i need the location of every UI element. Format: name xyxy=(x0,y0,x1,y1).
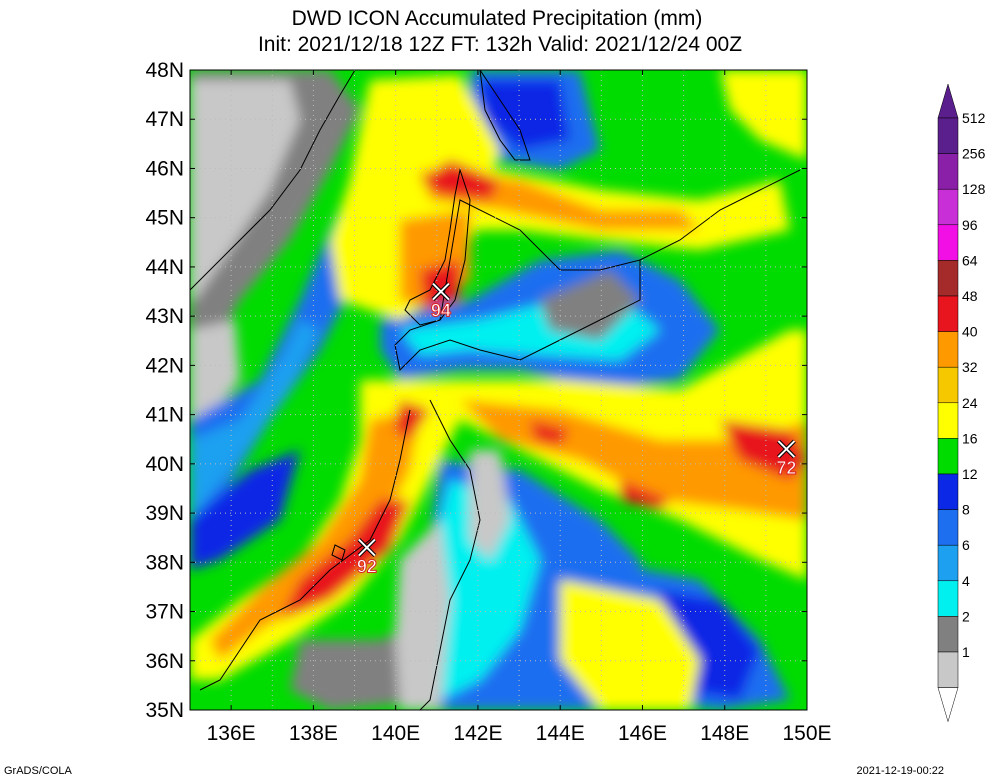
maximum-marker: 72 xyxy=(776,439,797,479)
lat-tick-label: 35N xyxy=(145,699,184,722)
coastlines xyxy=(190,70,801,710)
colorbar-swatch xyxy=(937,117,959,154)
lon-tick-label: 136E xyxy=(207,722,256,745)
colorbar-swatch xyxy=(937,651,959,688)
colorbar-label: 32 xyxy=(962,359,978,375)
software-credit: GrADS/COLA xyxy=(4,765,72,777)
colorbar-label: 4 xyxy=(962,573,970,589)
colorbar-label: 40 xyxy=(962,324,978,340)
colorbar-label: 24 xyxy=(962,395,978,411)
lon-tick-label: 140E xyxy=(371,722,420,745)
colorbar-label: 48 xyxy=(962,288,978,304)
colorbar-swatch xyxy=(937,402,959,439)
lat-tick-label: 47N xyxy=(145,108,184,131)
colorbar-label: 2 xyxy=(962,608,970,624)
colorbar-swatch xyxy=(937,153,959,190)
lon-tick-label: 150E xyxy=(782,722,831,745)
colorbar-label: 256 xyxy=(962,146,986,162)
colorbar-swatch xyxy=(937,331,959,368)
colorbar-swatch xyxy=(937,438,959,475)
map-frame xyxy=(189,69,808,711)
precipitation-field xyxy=(190,70,807,710)
latitude-axis: 48N 47N 46N 45N 44N 43N 42N 41N 40N 39N 38N 37N 36N 3… xyxy=(145,59,807,722)
lat-tick-label: 40N xyxy=(145,453,184,476)
colorbar-label: 16 xyxy=(962,430,978,446)
maximum-cross xyxy=(358,538,376,557)
colorbar-label: 8 xyxy=(962,502,970,518)
lat-tick-label: 42N xyxy=(145,354,184,377)
chart-subtitle: Init: 2021/12/18 12Z FT: 132h Valid: 202… xyxy=(257,33,743,56)
grid-lines xyxy=(190,70,807,710)
colorbar-swatch xyxy=(937,366,959,404)
colorbar-swatch xyxy=(937,616,959,653)
maxima-markers: 94 92 72 xyxy=(356,282,797,577)
maximum-value-label: 94 xyxy=(431,301,451,321)
colorbar-label: 96 xyxy=(962,217,978,233)
lat-tick-label: 36N xyxy=(145,650,184,673)
colorbar-swatch xyxy=(937,580,959,617)
colorbar-top-arrow xyxy=(937,83,959,119)
colorbar-bottom-arrow xyxy=(937,687,959,723)
lat-tick-label: 39N xyxy=(145,502,184,525)
lat-tick-label: 45N xyxy=(145,207,184,230)
maximum-value-label: 72 xyxy=(776,458,796,478)
lon-tick-label: 148E xyxy=(700,722,749,745)
render-timestamp: 2021-12-19-00:22 xyxy=(856,765,944,777)
lat-tick-label: 43N xyxy=(145,305,184,328)
lat-tick-label: 38N xyxy=(145,551,184,574)
maximum-value-label: 92 xyxy=(357,557,377,577)
maximum-cross xyxy=(777,440,796,458)
chart-title: DWD ICON Accumulated Precipitation (mm) xyxy=(291,7,703,30)
colorbar-swatch xyxy=(937,509,959,546)
maximum-cross xyxy=(432,282,450,301)
colorbar-swatch xyxy=(937,260,959,297)
colorbar-swatch xyxy=(937,224,959,261)
lat-tick-label: 44N xyxy=(145,256,184,279)
colorbar-label: 128 xyxy=(962,181,986,197)
lon-tick-label: 144E xyxy=(536,722,585,745)
colorbar-label: 1 xyxy=(962,644,970,660)
lat-tick-label: 37N xyxy=(145,601,184,624)
colorbar-label: 64 xyxy=(962,252,978,268)
colorbar-swatch xyxy=(937,295,959,332)
colorbar-swatch xyxy=(937,544,959,582)
colorbar-swatch xyxy=(937,188,959,226)
lon-tick-label: 142E xyxy=(453,722,502,745)
maximum-marker: 92 xyxy=(356,538,377,577)
lon-tick-label: 138E xyxy=(289,722,338,745)
maximum-marker: 94 xyxy=(430,282,451,321)
longitude-axis: 136E 138E 140E 142E 144E 146E 148E 150E xyxy=(207,70,832,745)
lat-tick-label: 46N xyxy=(145,157,184,180)
colorbar-label: 12 xyxy=(962,466,978,482)
colorbar-label: 6 xyxy=(962,537,970,553)
lat-tick-label: 48N xyxy=(145,59,184,82)
lat-tick-label: 41N xyxy=(145,404,184,427)
lon-tick-label: 146E xyxy=(618,722,667,745)
colorbar-label: 512 xyxy=(962,110,986,126)
colorbar-swatch xyxy=(937,473,959,510)
